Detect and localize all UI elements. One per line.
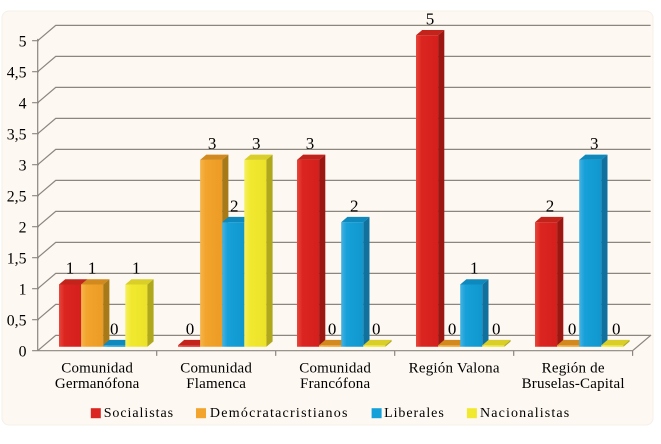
svg-text:3: 3 xyxy=(19,157,27,174)
svg-text:Liberales: Liberales xyxy=(384,406,445,421)
svg-text:0: 0 xyxy=(612,319,621,338)
svg-text:Socialistas: Socialistas xyxy=(104,406,174,421)
svg-text:Comunidad: Comunidad xyxy=(180,360,252,376)
svg-text:Flamenca: Flamenca xyxy=(186,376,246,392)
svg-text:3: 3 xyxy=(590,134,599,153)
svg-text:0: 0 xyxy=(372,319,381,338)
svg-text:Región Valona: Región Valona xyxy=(409,360,500,376)
svg-text:3: 3 xyxy=(306,134,315,153)
svg-text:0: 0 xyxy=(492,319,501,338)
svg-text:0: 0 xyxy=(110,319,119,338)
svg-text:2,5: 2,5 xyxy=(7,188,27,205)
svg-text:Francófona: Francófona xyxy=(300,376,370,392)
svg-text:1: 1 xyxy=(19,281,27,298)
svg-text:Comunidad: Comunidad xyxy=(299,360,371,376)
svg-text:0: 0 xyxy=(328,319,337,338)
svg-text:4: 4 xyxy=(19,95,27,112)
svg-text:3: 3 xyxy=(208,134,217,153)
svg-text:3: 3 xyxy=(252,134,261,153)
svg-text:Región de: Región de xyxy=(542,360,605,376)
svg-text:1: 1 xyxy=(132,259,141,278)
svg-text:2: 2 xyxy=(230,196,239,215)
svg-text:Demócratacristianos: Demócratacristianos xyxy=(210,406,349,421)
svg-text:2: 2 xyxy=(350,196,359,215)
svg-text:1: 1 xyxy=(66,259,75,278)
svg-text:0: 0 xyxy=(19,343,27,360)
svg-text:Germanófona: Germanófona xyxy=(55,376,140,392)
svg-text:5: 5 xyxy=(19,33,27,50)
svg-text:1: 1 xyxy=(470,259,479,278)
svg-text:4,5: 4,5 xyxy=(7,64,27,81)
svg-text:0,5: 0,5 xyxy=(7,312,27,329)
svg-text:0: 0 xyxy=(448,319,457,338)
svg-text:Comunidad: Comunidad xyxy=(61,360,133,376)
svg-text:3,5: 3,5 xyxy=(7,126,27,143)
svg-text:0: 0 xyxy=(186,319,195,338)
svg-text:2: 2 xyxy=(546,196,555,215)
svg-text:5: 5 xyxy=(426,10,435,29)
svg-text:2: 2 xyxy=(19,219,27,236)
svg-text:1,5: 1,5 xyxy=(7,250,27,267)
svg-text:Bruselas-Capital: Bruselas-Capital xyxy=(522,376,625,392)
svg-text:Nacionalistas: Nacionalistas xyxy=(480,406,570,421)
svg-text:0: 0 xyxy=(568,319,577,338)
svg-text:1: 1 xyxy=(88,259,97,278)
